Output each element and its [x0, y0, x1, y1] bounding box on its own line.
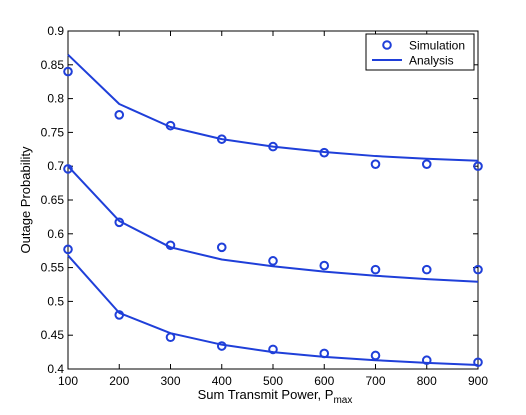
y-tick-label: 0.6: [47, 227, 64, 241]
simulation-point: [421, 355, 432, 366]
x-tick-label: 100: [58, 374, 78, 388]
simulation-point: [268, 344, 278, 355]
simulation-point: [421, 159, 432, 169]
x-tick-label: 500: [263, 374, 283, 388]
simulation-point: [268, 141, 278, 152]
analysis-line-3: [67, 254, 479, 366]
y-tick-label: 0.5: [47, 294, 64, 308]
simulation-point: [319, 348, 330, 359]
x-axis-label-main: Sum Transmit Power, P: [198, 387, 334, 402]
simulation-point: [319, 260, 330, 271]
simulation-point: [114, 217, 125, 228]
legend-simulation-label: Simulation: [409, 39, 465, 53]
legend-simulation-marker: [382, 40, 392, 50]
simulation-point: [216, 341, 227, 351]
simulation-markers: [63, 66, 483, 368]
simulation-point: [216, 134, 227, 144]
y-tick-label: 0.4: [47, 362, 64, 376]
y-tick-label: 0.8: [47, 92, 64, 106]
simulation-point: [114, 110, 125, 120]
analysis-lines: [67, 53, 479, 366]
x-tick-label: 600: [314, 374, 334, 388]
simulation-point: [63, 164, 73, 174]
x-axis-label-subscript: max: [333, 395, 352, 406]
simulation-point: [114, 310, 125, 320]
simulation-point: [370, 264, 381, 275]
analysis-line-1: [67, 53, 479, 162]
y-tick-label: 0.85: [41, 58, 65, 72]
simulation-point: [63, 66, 73, 77]
simulation-point: [319, 147, 330, 158]
y-tick-label: 0.7: [47, 159, 64, 173]
simulation-point: [268, 256, 278, 266]
y-tick-label: 0.9: [47, 24, 64, 38]
simulation-point: [165, 332, 176, 343]
x-tick-label: 800: [417, 374, 437, 388]
y-tick-label: 0.75: [41, 125, 65, 139]
analysis-line-2: [67, 165, 479, 283]
simulation-point: [216, 242, 227, 253]
x-tick-label: 700: [365, 374, 385, 388]
simulation-point: [370, 159, 381, 169]
x-tick-label: 200: [109, 374, 129, 388]
simulation-point: [473, 357, 483, 368]
simulation-point: [473, 161, 483, 171]
x-tick-label: 300: [160, 374, 180, 388]
y-tick-label: 0.65: [41, 193, 65, 207]
legend: Simulation Analysis: [365, 33, 475, 71]
legend-analysis-label: Analysis: [409, 54, 454, 68]
simulation-point: [370, 350, 381, 361]
y-axis-label: Outage Probability: [18, 146, 33, 253]
y-tick-label: 0.55: [41, 261, 65, 275]
simulation-point: [165, 240, 176, 251]
simulation-point: [165, 120, 176, 131]
simulation-point: [421, 264, 432, 275]
x-tick-label: 900: [468, 374, 488, 388]
x-tick-label: 400: [212, 374, 232, 388]
simulation-point: [473, 264, 483, 275]
plot-area: [67, 30, 479, 370]
legend-box: [365, 33, 475, 71]
y-tick-label: 0.45: [41, 328, 65, 342]
axis-ticks: 100 200 300 400 500 600 700 800 900 0.4 0.45 0.5 0.5…: [41, 24, 489, 388]
x-axis-label: Sum Transmit Power, Pmax: [198, 387, 353, 406]
simulation-point: [63, 244, 73, 255]
